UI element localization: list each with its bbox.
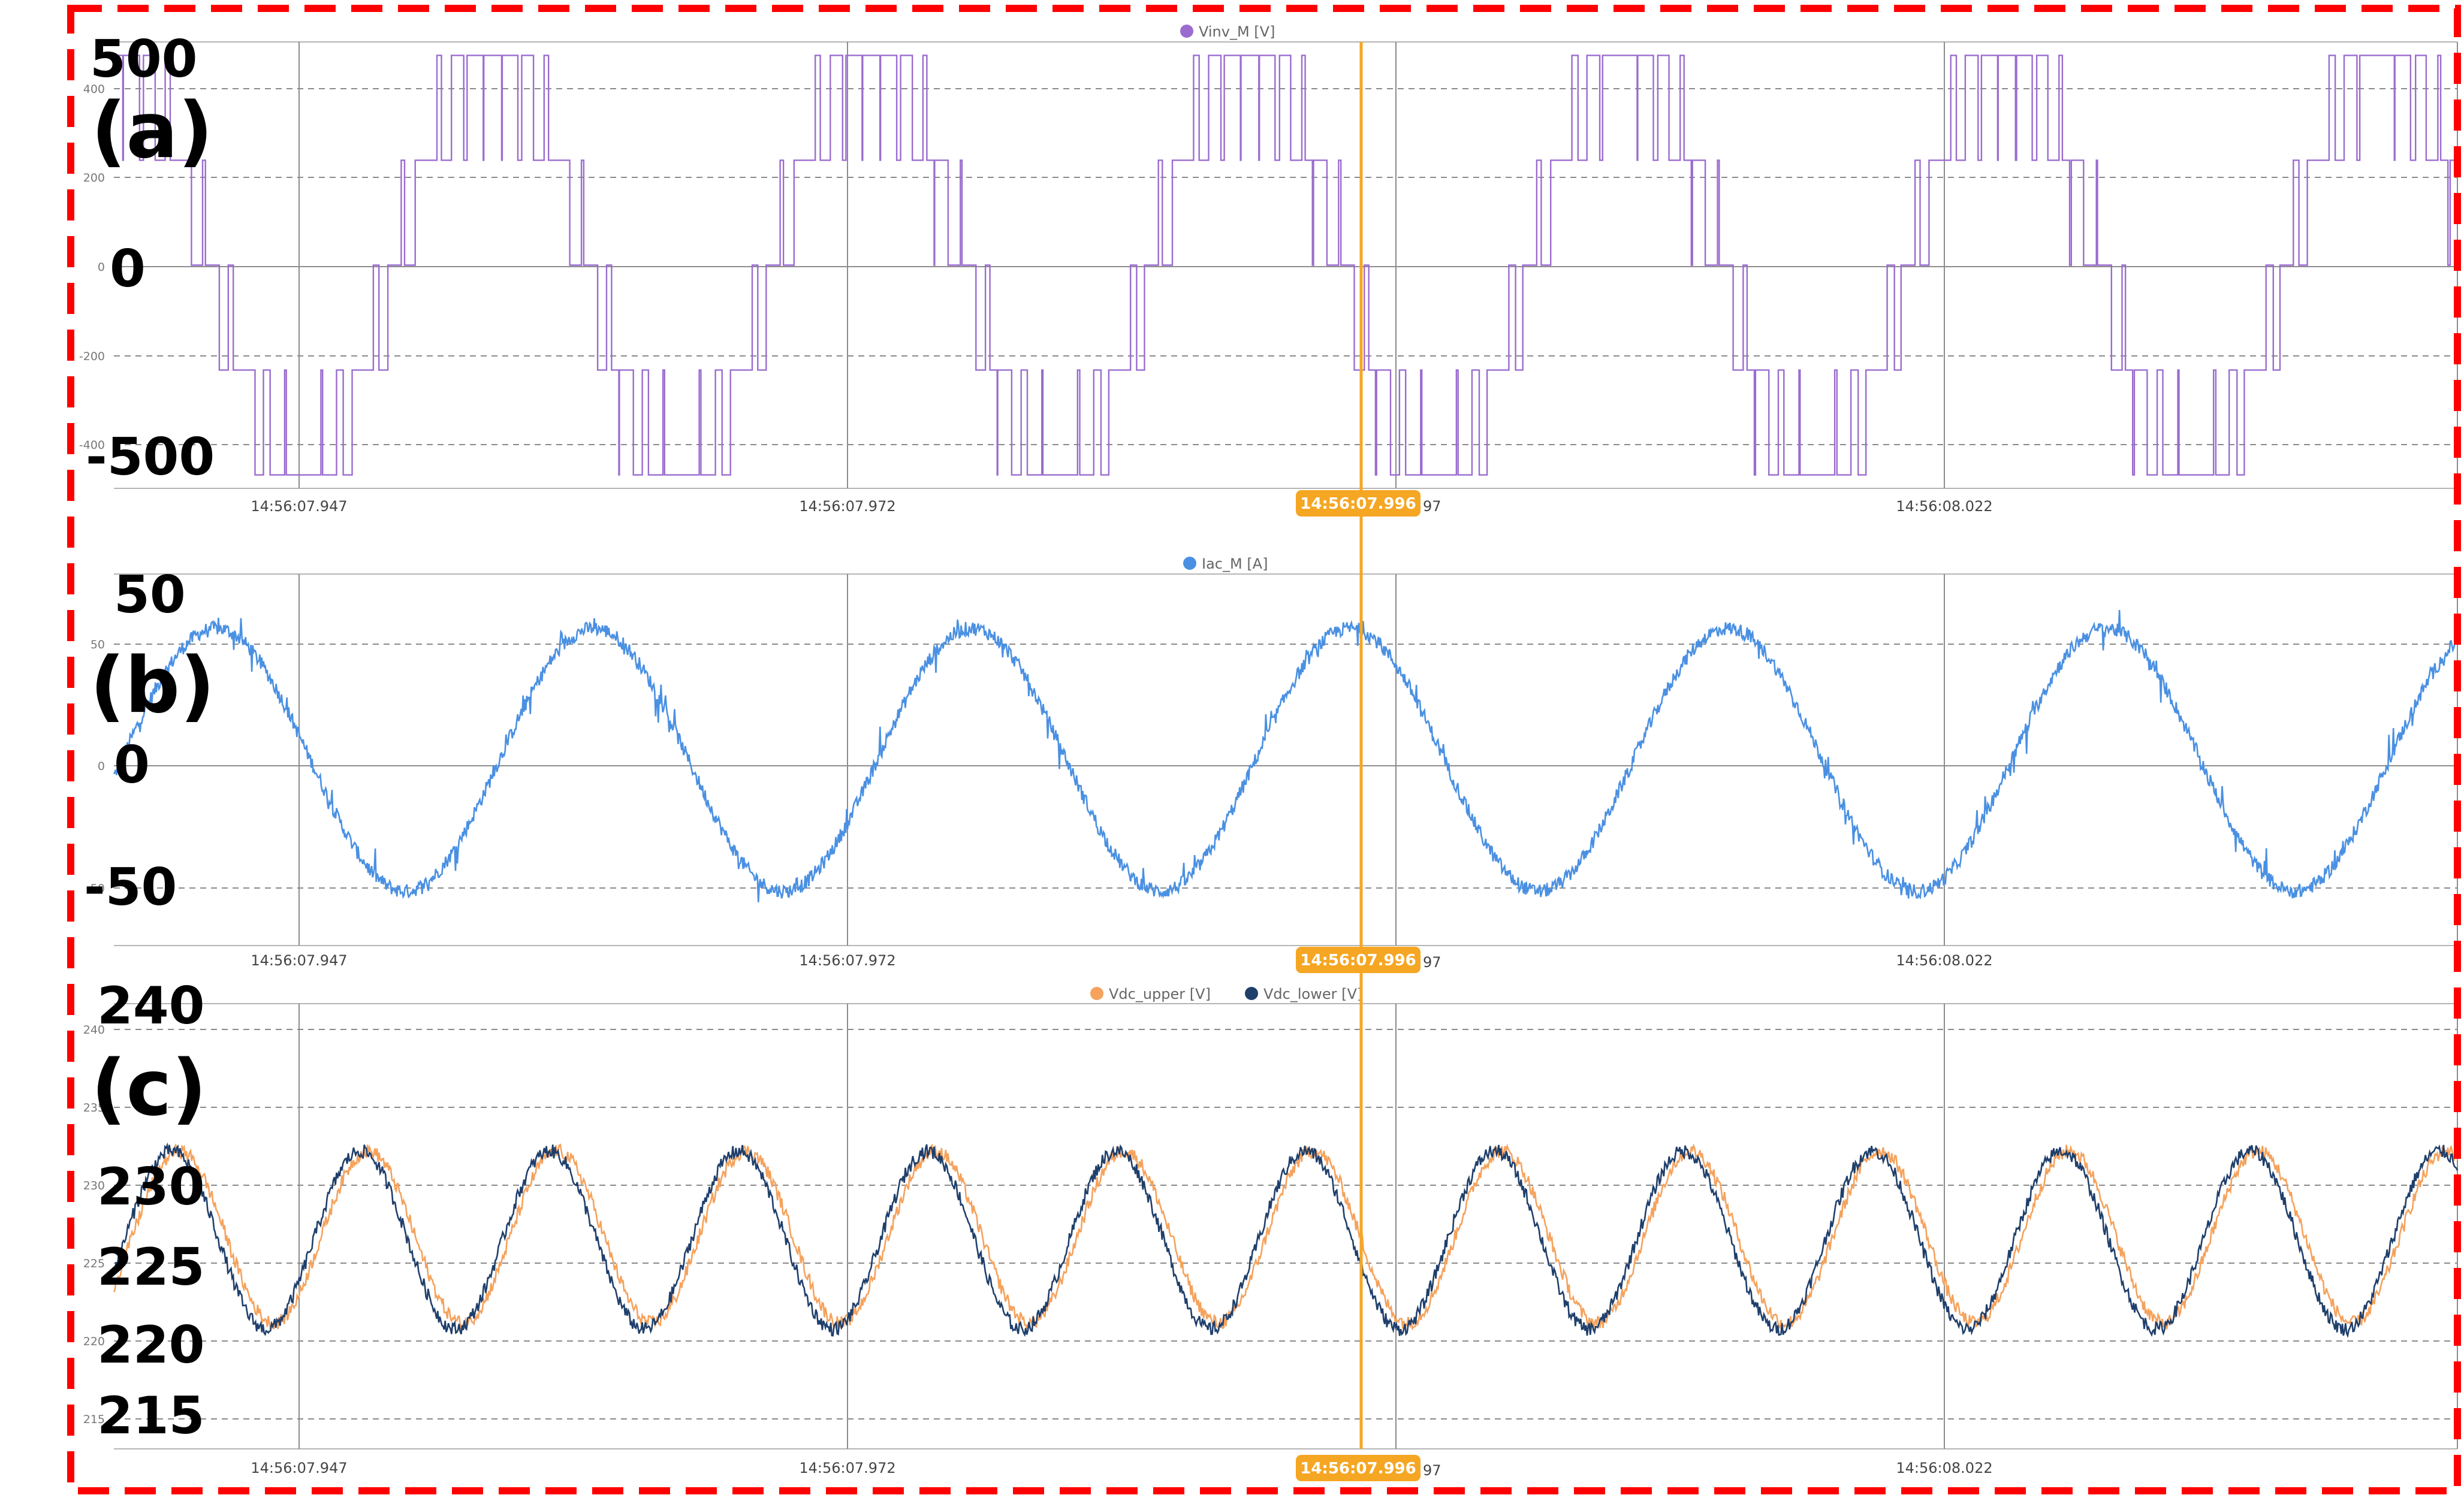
cursor-time-label: 14:56:07.996 bbox=[1300, 952, 1416, 970]
panel-label-a: (a) bbox=[91, 86, 213, 176]
x-tick-label: 14:56:07.972 bbox=[799, 952, 895, 969]
x-tick-label: 14:56:07.972 bbox=[799, 498, 895, 515]
y-tick-400: 400 bbox=[83, 83, 105, 96]
panel-c: Vdc_upper [V] Vdc_lower [V] 240 235 230 … bbox=[83, 976, 2459, 1476]
legend-marker-iac bbox=[1183, 557, 1196, 570]
legend-label-vinv: Vinv_M [V] bbox=[1199, 23, 1275, 40]
panel-a: Vinv_M [V] 400 200 0 -200 -400 500 0 -50… bbox=[79, 23, 2458, 515]
y-tick-220: 220 bbox=[83, 1335, 105, 1348]
cursor-badge-c[interactable] bbox=[1296, 1455, 1421, 1481]
legend-marker-vinv bbox=[1180, 25, 1193, 38]
x-tick-label: 14:56:08.022 bbox=[1896, 1460, 1992, 1476]
y-tick-neg200: -200 bbox=[79, 350, 105, 363]
iac-series-line bbox=[113, 609, 2459, 902]
y-label-230: 230 bbox=[97, 1157, 205, 1217]
cursor-badge-a[interactable] bbox=[1296, 490, 1421, 517]
vinv-series-line bbox=[114, 55, 2457, 476]
panel-label-c: (c) bbox=[91, 1044, 207, 1133]
vdc-upper-series-line bbox=[113, 1143, 2459, 1331]
cursor-badge-b[interactable] bbox=[1296, 947, 1421, 973]
x-tick-label: 14:56:07.947 bbox=[251, 952, 347, 969]
panel-b: Iac_M [A] 50 0 -50 50 0 -50 (b) 14:56:07… bbox=[84, 555, 2459, 969]
y-label-220: 220 bbox=[97, 1315, 205, 1375]
y-tick-neg50: -50 bbox=[86, 882, 105, 895]
x-tick-label: 14:56:08.022 bbox=[1896, 498, 1992, 515]
cursor-time-suffix: 97 bbox=[1423, 954, 1441, 971]
legend-label-iac: Iac_M [A] bbox=[1202, 555, 1268, 572]
y-label-225: 225 bbox=[97, 1237, 205, 1297]
x-tick-label: 14:56:07.947 bbox=[251, 498, 347, 515]
y-label-neg50: -50 bbox=[84, 857, 177, 917]
legend-marker-vdc-upper bbox=[1090, 987, 1103, 1000]
cursor-time-suffix: 97 bbox=[1423, 498, 1441, 515]
y-tick-235: 235 bbox=[83, 1101, 105, 1115]
y-tick-230: 230 bbox=[83, 1179, 105, 1192]
legend-marker-vdc-lower bbox=[1245, 987, 1258, 1000]
x-tick-label: 14:56:07.947 bbox=[251, 1460, 347, 1476]
legend-label-vdc-upper: Vdc_upper [V] bbox=[1109, 986, 1211, 1002]
y-tick-50: 50 bbox=[91, 638, 105, 651]
y-tick-200: 200 bbox=[83, 171, 105, 185]
x-tick-label: 14:56:08.022 bbox=[1896, 952, 1992, 969]
panel-label-b: (b) bbox=[90, 641, 215, 730]
time-cursor[interactable]: 14:56:07.996 97 14:56:07.996 97 14:56:07… bbox=[1296, 42, 1441, 1481]
y-tick-0: 0 bbox=[98, 760, 105, 773]
y-tick-neg400: -400 bbox=[79, 439, 105, 452]
y-label-215: 215 bbox=[97, 1386, 205, 1446]
cursor-time-suffix: 97 bbox=[1423, 1462, 1441, 1479]
y-label-500: 500 bbox=[90, 29, 198, 89]
legend-label-vdc-lower: Vdc_lower [V] bbox=[1263, 986, 1362, 1002]
highlight-frame bbox=[67, 5, 2461, 1494]
cursor-time-label: 14:56:07.996 bbox=[1300, 495, 1416, 513]
y-label-neg500: -500 bbox=[86, 427, 215, 487]
y-tick-215: 215 bbox=[83, 1413, 105, 1426]
y-tick-0: 0 bbox=[98, 261, 105, 274]
y-label-50: 50 bbox=[114, 565, 186, 625]
x-tick-label: 14:56:07.972 bbox=[799, 1460, 895, 1476]
y-label-240: 240 bbox=[97, 976, 205, 1036]
y-tick-225: 225 bbox=[83, 1257, 105, 1270]
cursor-time-label: 14:56:07.996 bbox=[1300, 1460, 1416, 1478]
y-tick-240: 240 bbox=[83, 1023, 105, 1037]
vdc-lower-series-line bbox=[113, 1142, 2459, 1339]
y-label-0: 0 bbox=[110, 239, 146, 299]
y-label-0: 0 bbox=[114, 735, 150, 795]
